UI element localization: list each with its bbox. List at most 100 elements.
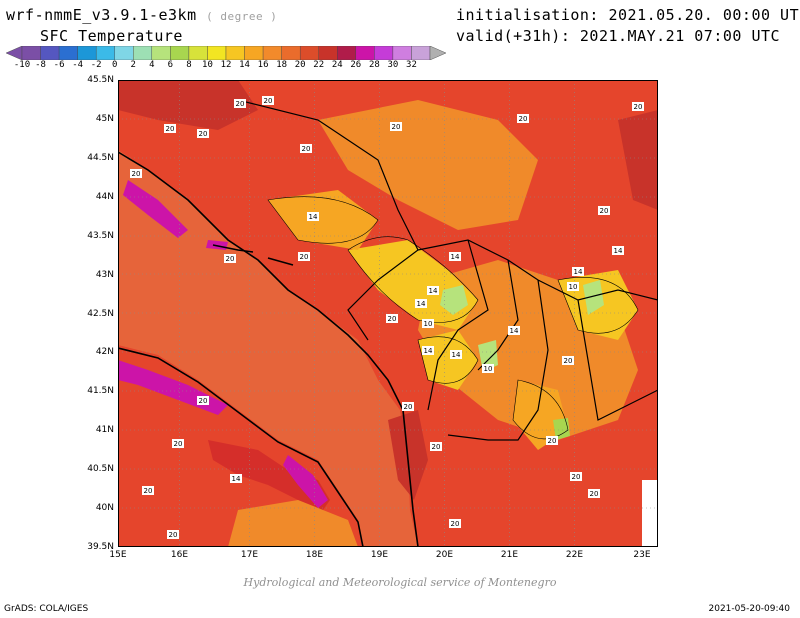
latitude-tick-label: 44N: [95, 191, 114, 202]
contour-label: 20: [226, 255, 235, 263]
contour-label-bg: [572, 267, 584, 276]
longitude-tick-label: 20E: [435, 550, 454, 560]
contour-label: 10: [569, 283, 578, 291]
colorbar-tick-label: 14: [239, 60, 250, 70]
contour-label-bg: [546, 436, 558, 445]
colorbar-swatch: [225, 46, 245, 60]
contour-label-bg: [197, 129, 209, 138]
colorbar-swatch: [95, 46, 115, 60]
balkan-coastline: [118, 151, 419, 547]
contour-label: 20: [590, 490, 599, 498]
model-name: wrf-nmmE_v3.9.1-e3km: [6, 6, 197, 24]
colorbar-swatch: [114, 46, 134, 60]
contour-label-bg: [598, 206, 610, 215]
contour-label: 14: [232, 475, 241, 483]
contour-label: 20: [174, 440, 183, 448]
contour-label: 14: [451, 253, 460, 261]
contour-label: 14: [614, 247, 623, 255]
contour-label-bg: [422, 319, 434, 328]
colorbar-swatch: [58, 46, 78, 60]
longitude-tick-label: 22E: [565, 550, 584, 560]
contour-label: 20: [199, 397, 208, 405]
colorbar-tick-label: -6: [53, 60, 65, 70]
contour-label: 20: [451, 520, 460, 528]
longitude-tick-label: 16E: [170, 550, 189, 560]
colorbar-swatch: [374, 46, 394, 60]
longitude-tick-label: 18E: [305, 550, 324, 560]
colorbar-swatch: [392, 46, 412, 60]
colorbar-tick-label: 16: [257, 60, 269, 70]
colorbar-tick-label: -10: [13, 60, 31, 70]
colorbar-tick-label: 10: [202, 60, 213, 70]
contour-label: 20: [169, 531, 178, 539]
latitude-tick-label: 42.5N: [87, 308, 114, 319]
contour-label: 14: [309, 213, 318, 221]
contour-label-bg: [450, 350, 462, 359]
contour-label-bg: [427, 286, 439, 295]
contour-label: 14: [429, 287, 438, 295]
contour-label: 14: [510, 327, 519, 335]
color-scale-bar: [6, 46, 446, 60]
contour-label-bg: [262, 96, 274, 105]
latitude-tick-label: 44.5N: [87, 152, 114, 163]
colorbar-swatch: [262, 46, 282, 60]
colorbar-arrow-low: [6, 46, 23, 60]
longitude-tick-label: 15E: [109, 550, 127, 560]
contour-label-bg: [415, 299, 427, 308]
software-label: GrADS: COLA/IGES: [4, 604, 89, 614]
colorbar-swatch: [77, 46, 97, 60]
longitude-tick-label: 23E: [633, 550, 651, 560]
colorbar-swatch: [40, 46, 60, 60]
contour-label-bg: [562, 356, 574, 365]
contour-label: 14: [452, 351, 461, 359]
contour-label: 14: [424, 347, 433, 355]
contour-label: 20: [432, 443, 441, 451]
colorbar-swatch: [411, 46, 431, 60]
contour-label-bg: [167, 530, 179, 539]
colorbar-tick-label: 20: [294, 60, 306, 70]
contour-label: 10: [484, 365, 493, 373]
contour-label-bg: [449, 519, 461, 528]
colorbar-tick-label: 6: [167, 60, 174, 70]
contour-label: 14: [417, 300, 426, 308]
contour-label-bg: [430, 442, 442, 451]
italy-heel: [208, 440, 330, 510]
contour-label: 20: [132, 170, 141, 178]
colorbar-tick-label: 26: [350, 60, 362, 70]
longitude-tick-label: 19E: [370, 550, 389, 560]
colorbar-swatch: [281, 46, 301, 60]
longitude-tick-label: 21E: [500, 550, 519, 560]
colorbar-swatch: [188, 46, 208, 60]
colorbar-tick-label: 0: [112, 60, 118, 70]
colorbar-swatch: [207, 46, 227, 60]
colorbar-swatch: [21, 46, 41, 60]
colorbar-arrow-high: [429, 46, 446, 60]
colorbar-swatch: [318, 46, 338, 60]
contour-label: 20: [572, 473, 581, 481]
colorbar-tick-label: 2: [130, 60, 136, 70]
colorbar-tick-label: 12: [220, 60, 232, 70]
colorbar-swatch: [299, 46, 319, 60]
contour-label: 20: [166, 125, 175, 133]
colorbar-tick-label: 24: [331, 60, 343, 70]
variable-title: SFC Temperature: [40, 27, 183, 45]
latitude-tick-label: 42N: [95, 347, 114, 358]
colorbar-tick-label: 28: [368, 60, 380, 70]
unit-label: ( degree ): [206, 10, 278, 23]
credit-text: Hydrological and Meteorological service …: [243, 576, 557, 589]
contour-label: 20: [236, 100, 245, 108]
longitude-tick-label: 17E: [240, 550, 259, 560]
contour-label: 20: [392, 123, 401, 131]
contour-label-bg: [588, 489, 600, 498]
colorbar-tick-label: 18: [276, 60, 288, 70]
latitude-tick-label: 41N: [95, 425, 114, 436]
contour-label: 20: [199, 130, 208, 138]
contour-label: 20: [264, 97, 273, 105]
colorbar-swatch: [133, 46, 153, 60]
contour-label: 10: [424, 320, 433, 328]
contour-label-bg: [570, 472, 582, 481]
contour-label-bg: [300, 144, 312, 153]
colorbar-swatch: [244, 46, 264, 60]
latitude-tick-label: 43.5N: [87, 230, 114, 241]
